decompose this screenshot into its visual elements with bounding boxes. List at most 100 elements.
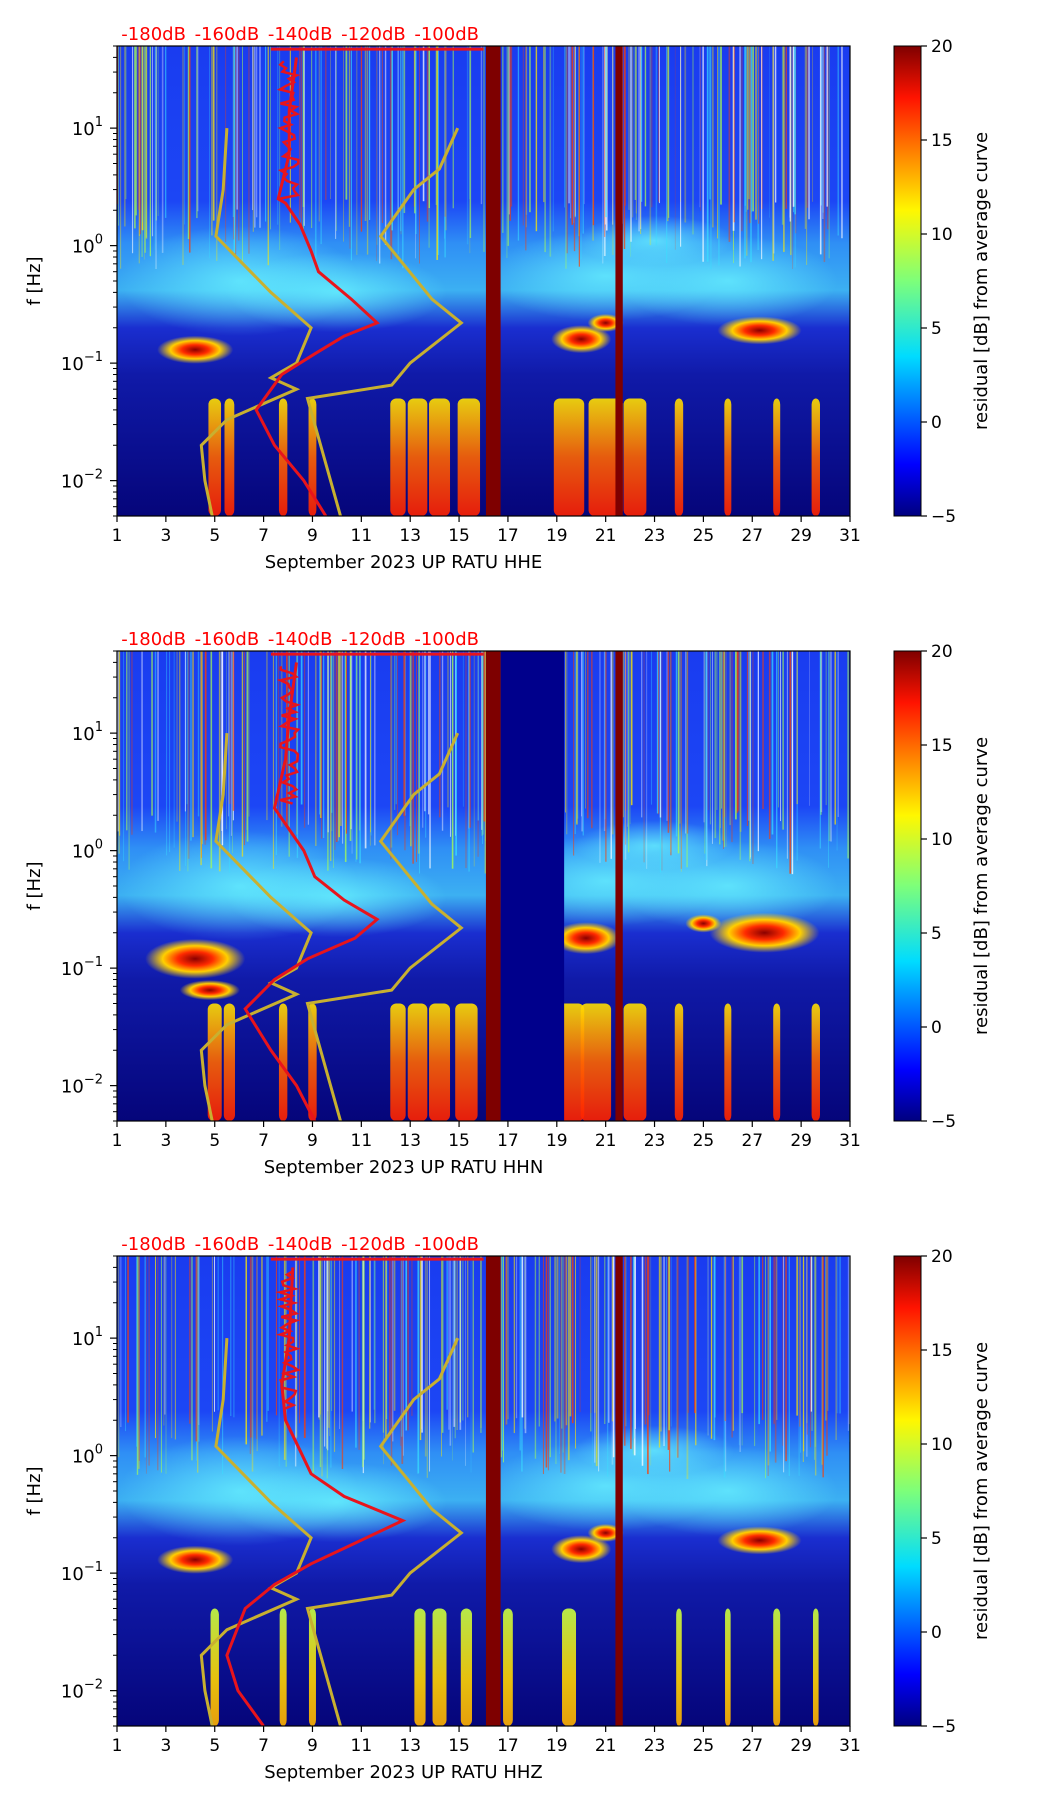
hf-streak: [189, 46, 190, 253]
hf-streak: [355, 651, 356, 862]
hf-streak: [323, 651, 324, 838]
hf-streak: [439, 651, 441, 817]
hf-streak: [808, 46, 809, 219]
top-db-label: -120dB: [341, 1234, 406, 1255]
hf-streak: [641, 651, 642, 817]
hf-streak: [628, 651, 629, 852]
hf-streak: [171, 1256, 172, 1438]
hf-streak: [502, 46, 503, 233]
storm-band: [503, 1609, 513, 1727]
hf-streak: [545, 46, 546, 252]
hf-streak: [810, 1256, 811, 1447]
x-tick-label: 1: [112, 1131, 123, 1151]
hf-streak: [555, 1256, 556, 1464]
hf-streak: [731, 651, 733, 842]
hf-streak: [553, 46, 554, 231]
hf-streak: [270, 46, 271, 229]
hf-streak: [583, 46, 584, 234]
top-db-label: -140dB: [268, 1234, 333, 1255]
hf-streak: [773, 1256, 774, 1424]
data-gap-bar: [486, 1256, 501, 1726]
hf-streak: [565, 1256, 566, 1428]
colorbar: [894, 651, 921, 1121]
x-tick-label: 15: [448, 1131, 470, 1151]
hf-streak: [824, 46, 826, 262]
hf-streak: [796, 1256, 798, 1416]
hf-streak: [700, 46, 701, 211]
hf-streak: [557, 1256, 559, 1419]
hf-streak: [218, 1256, 219, 1410]
hf-streak: [571, 46, 573, 225]
hf-streak: [365, 46, 367, 221]
hf-streak: [681, 651, 682, 869]
hf-streak: [212, 1256, 213, 1432]
x-tick-label: 21: [595, 1131, 617, 1151]
hf-streak: [848, 1256, 849, 1431]
hf-streak: [611, 651, 612, 859]
colorbar-label: residual [dB] from average curve: [971, 737, 992, 1035]
hf-streak: [565, 651, 566, 812]
colorbar: [894, 1256, 921, 1726]
hf-streak: [548, 1256, 549, 1470]
storm-band: [581, 1004, 611, 1122]
hf-streak: [289, 651, 290, 857]
hf-streak: [338, 651, 339, 837]
hf-streak: [709, 46, 710, 199]
hf-streak: [470, 46, 472, 238]
hf-streak: [345, 46, 347, 200]
hf-streak: [573, 651, 574, 856]
hf-streak: [729, 651, 731, 825]
hf-streak: [155, 1256, 156, 1438]
hf-streak: [717, 46, 718, 238]
x-tick-label: 15: [448, 526, 470, 546]
hf-streak: [419, 46, 420, 264]
storm-band: [211, 1609, 219, 1727]
hf-streak: [838, 651, 839, 817]
hf-streak: [350, 651, 352, 841]
storm-band: [408, 1004, 428, 1122]
hf-streak: [244, 651, 245, 845]
hf-streak: [450, 651, 451, 837]
x-tick-label: 29: [790, 1131, 812, 1151]
storm-band: [812, 1004, 820, 1122]
hf-streak: [189, 1256, 190, 1424]
hf-streak: [397, 651, 398, 835]
hf-streak: [423, 46, 425, 201]
top-db-label: -160dB: [195, 1234, 260, 1255]
microseism-blob: [157, 336, 233, 364]
hf-streak: [428, 651, 429, 814]
y-axis-label: f [Hz]: [24, 256, 45, 305]
hf-streak: [685, 651, 686, 833]
hf-streak: [806, 46, 807, 265]
storm-band: [461, 1609, 472, 1727]
hf-streak: [449, 1256, 450, 1430]
hf-streak: [800, 1256, 801, 1453]
noise-haze: [227, 252, 447, 332]
x-tick-label: 11: [351, 526, 373, 546]
hf-streak: [742, 46, 743, 231]
hf-streak: [134, 46, 136, 228]
hf-streak: [184, 46, 185, 224]
colorbar-tick-label: 15: [931, 1341, 953, 1361]
colorbar-tick-label: 10: [931, 830, 953, 850]
hf-streak: [119, 651, 120, 854]
hf-streak: [645, 1256, 647, 1424]
hf-streak: [535, 1256, 536, 1459]
hf-streak: [694, 1256, 695, 1413]
hf-streak: [651, 651, 652, 805]
x-tick-label: 9: [307, 1131, 318, 1151]
hf-streak: [570, 1256, 572, 1416]
hf-streak: [320, 1256, 321, 1410]
hf-streak: [543, 46, 544, 202]
hf-streak: [778, 651, 779, 807]
hf-streak: [150, 46, 151, 256]
hf-streak: [279, 1256, 280, 1467]
hf-streak: [724, 651, 725, 847]
colorbar-tick-label: 5: [931, 924, 942, 944]
hf-streak: [585, 651, 586, 809]
hf-streak: [452, 651, 454, 869]
hf-streak: [829, 46, 830, 258]
hf-streak: [712, 46, 714, 227]
hf-streak: [750, 46, 751, 262]
hf-streak: [429, 1256, 430, 1472]
